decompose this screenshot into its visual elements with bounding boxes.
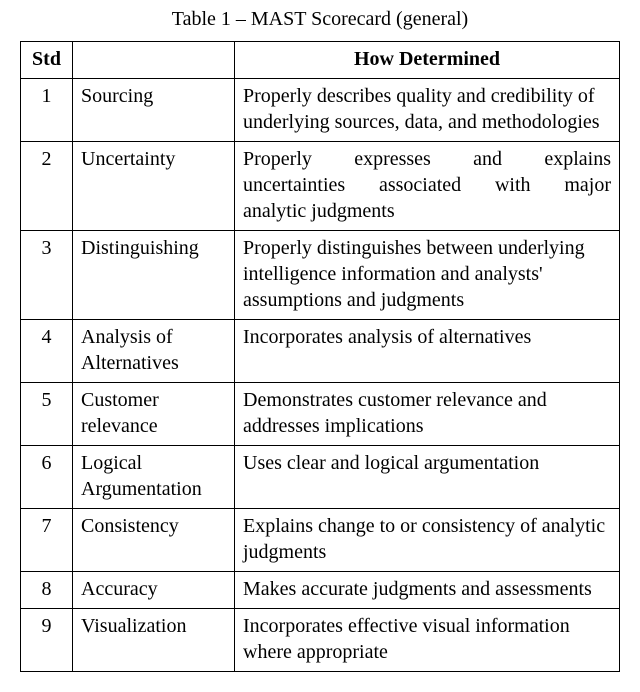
cell-std: 6 bbox=[21, 446, 73, 509]
cell-std: 9 bbox=[21, 609, 73, 672]
cell-determined: Demonstrates customer relevance and addr… bbox=[235, 383, 620, 446]
cell-determined: Uses clear and logical argumentation bbox=[235, 446, 620, 509]
mast-scorecard-table: Std How Determined 1 Sourcing Properly d… bbox=[20, 41, 620, 672]
cell-std: 3 bbox=[21, 231, 73, 320]
cell-std: 5 bbox=[21, 383, 73, 446]
det-line: Properly expresses and explains bbox=[243, 146, 611, 172]
table-header-row: Std How Determined bbox=[21, 42, 620, 79]
cell-name: Accuracy bbox=[73, 572, 235, 609]
cell-name: Logical Argumentation bbox=[73, 446, 235, 509]
table-row: 2 Uncertainty Properly expresses and exp… bbox=[21, 142, 620, 231]
cell-name: Visualization bbox=[73, 609, 235, 672]
cell-determined: Properly describes quality and credibili… bbox=[235, 79, 620, 142]
header-std: Std bbox=[21, 42, 73, 79]
cell-name: Distinguishing bbox=[73, 231, 235, 320]
cell-name: Consistency bbox=[73, 509, 235, 572]
det-line: analytic judgments bbox=[243, 198, 611, 224]
header-determined: How Determined bbox=[235, 42, 620, 79]
cell-std: 2 bbox=[21, 142, 73, 231]
cell-std: 8 bbox=[21, 572, 73, 609]
cell-determined: Incorporates analysis of alternatives bbox=[235, 320, 620, 383]
table-row: 6 Logical Argumentation Uses clear and l… bbox=[21, 446, 620, 509]
cell-std: 1 bbox=[21, 79, 73, 142]
cell-name: Sourcing bbox=[73, 79, 235, 142]
table-row: 8 Accuracy Makes accurate judgments and … bbox=[21, 572, 620, 609]
det-line: uncertainties associated with major bbox=[243, 172, 611, 198]
header-name bbox=[73, 42, 235, 79]
table-row: 7 Consistency Explains change to or cons… bbox=[21, 509, 620, 572]
table-caption: Table 1 – MAST Scorecard (general) bbox=[20, 8, 620, 31]
cell-determined: Explains change to or consistency of ana… bbox=[235, 509, 620, 572]
cell-determined: Properly expresses and explains uncertai… bbox=[235, 142, 620, 231]
cell-determined: Incorporates effective visual informatio… bbox=[235, 609, 620, 672]
table-row: 5 Customer relevance Demonstrates custom… bbox=[21, 383, 620, 446]
table-row: 1 Sourcing Properly describes quality an… bbox=[21, 79, 620, 142]
cell-std: 7 bbox=[21, 509, 73, 572]
cell-std: 4 bbox=[21, 320, 73, 383]
table-row: 9 Visualization Incorporates effective v… bbox=[21, 609, 620, 672]
cell-name: Customer relevance bbox=[73, 383, 235, 446]
cell-determined: Makes accurate judgments and assessments bbox=[235, 572, 620, 609]
cell-determined: Properly distinguishes between underlyin… bbox=[235, 231, 620, 320]
cell-name: Analysis of Alternatives bbox=[73, 320, 235, 383]
table-row: 3 Distinguishing Properly distinguishes … bbox=[21, 231, 620, 320]
table-row: 4 Analysis of Alternatives Incorporates … bbox=[21, 320, 620, 383]
cell-name: Uncertainty bbox=[73, 142, 235, 231]
